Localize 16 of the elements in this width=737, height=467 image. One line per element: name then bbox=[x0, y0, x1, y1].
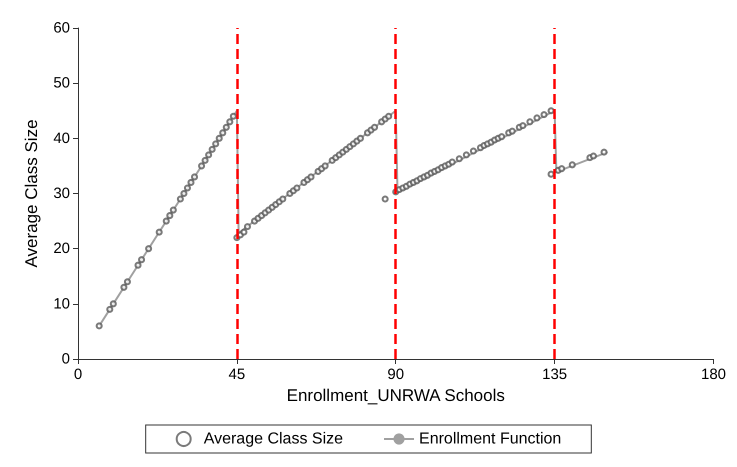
x-tick-label: 180 bbox=[700, 366, 726, 383]
y-tick-label: 50 bbox=[53, 74, 70, 92]
y-tick-label: 20 bbox=[53, 240, 70, 258]
y-axis-title: Average Class Size bbox=[22, 119, 41, 268]
y-tick-label: 30 bbox=[53, 185, 70, 202]
y-tick-label: 60 bbox=[53, 20, 70, 36]
legend-label: Average Class Size bbox=[204, 430, 344, 448]
x-tick-label: 0 bbox=[74, 366, 82, 383]
x-tick-label: 135 bbox=[542, 366, 568, 383]
x-tick-label: 45 bbox=[228, 366, 246, 383]
y-tick-label: 10 bbox=[53, 295, 70, 312]
y-tick-label: 0 bbox=[62, 350, 70, 368]
y-tick-label: 40 bbox=[53, 130, 70, 147]
x-axis-title: Enrollment_UNRWA Schools bbox=[286, 386, 505, 405]
x-tick-label: 90 bbox=[387, 366, 404, 383]
legend-label: Enrollment Function bbox=[419, 430, 562, 448]
